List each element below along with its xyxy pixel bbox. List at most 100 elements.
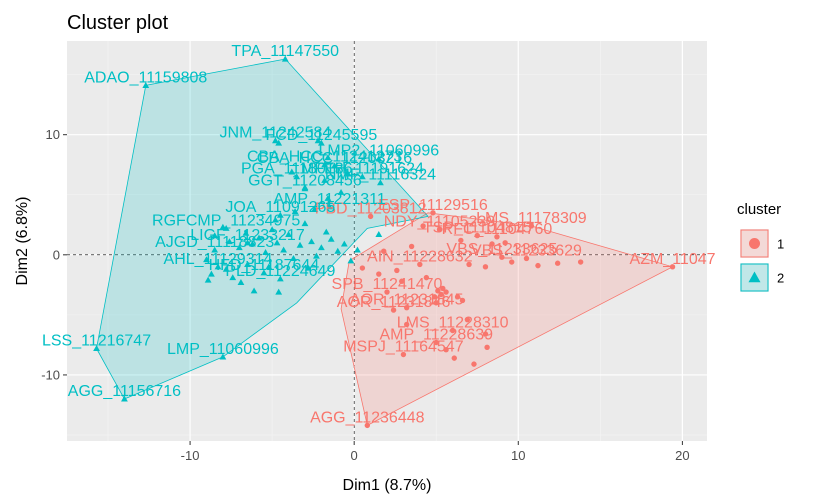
- cluster-2-point: [308, 238, 315, 245]
- x-axis-label: Dim1 (8.7%): [343, 477, 432, 494]
- cluster-1-point: [459, 297, 466, 304]
- cluster-1-point: [509, 259, 515, 265]
- cluster-1-point: [423, 274, 430, 281]
- cluster-1-point: [528, 223, 535, 229]
- cluster-1-point: [458, 237, 464, 244]
- cluster-2-point: [262, 249, 269, 255]
- cluster-2-point: [211, 246, 219, 253]
- cluster-2-point: [375, 155, 383, 162]
- cluster-2-point: [244, 261, 251, 267]
- y-tick-label: -10: [41, 367, 60, 382]
- point-label: LMP_11060996: [167, 341, 279, 358]
- cluster-2-point: [203, 256, 210, 263]
- cluster-hulls: [96, 58, 674, 426]
- point-label: SPB_11241470: [332, 276, 443, 293]
- cluster-1-point: [417, 261, 423, 268]
- cluster-1-point: [451, 355, 457, 361]
- cluster-1-point: [384, 289, 390, 295]
- cluster-1-point: [403, 321, 410, 328]
- point-label: PGA_11180136: [241, 161, 353, 178]
- cluster-2-point: [204, 276, 212, 283]
- cluster-2-point: [260, 269, 268, 276]
- cluster-1-point: [535, 262, 541, 269]
- cluster-2-point: [296, 241, 304, 248]
- cluster-2-point: [311, 205, 319, 212]
- point-label: VBS_11233629: [471, 242, 582, 259]
- cluster-2-point: [304, 264, 312, 271]
- zero-lines: [67, 41, 707, 441]
- point-label: FCD_11245595: [265, 127, 377, 144]
- cluster-2-point: [214, 263, 222, 270]
- grid-minor: [67, 41, 707, 441]
- point-label: LMS_11178309: [476, 210, 587, 227]
- cluster-2-point: [250, 287, 258, 294]
- cluster-2-point: [375, 230, 383, 237]
- cluster-2-point: [322, 228, 330, 235]
- x-tick-label: 20: [675, 448, 689, 463]
- cluster-2-point: [255, 234, 263, 241]
- cluster-1-point: [454, 294, 461, 300]
- cluster-2-point: [226, 238, 233, 245]
- legend-label-1: 1: [777, 237, 784, 252]
- cluster-2-point: [290, 255, 297, 261]
- cluster-2-point: [276, 211, 284, 218]
- cluster-2-point: [324, 154, 332, 161]
- data-points: [93, 55, 676, 429]
- point-label: AHL_11129314: [164, 251, 273, 268]
- cluster-2-point: [317, 244, 325, 251]
- cluster-2-point: [291, 208, 299, 215]
- cluster-2-point: [222, 265, 230, 272]
- point-label: AMP_11221311: [273, 191, 385, 208]
- point-label: GGT_11208456: [248, 173, 362, 190]
- cluster-2-point: [293, 173, 301, 180]
- cluster-2-point: [272, 137, 279, 144]
- cluster-2-point: [275, 139, 283, 146]
- cluster-2-point: [314, 137, 322, 144]
- cluster-1-point: [431, 294, 438, 300]
- point-label: PBD_11203812: [315, 200, 427, 217]
- cluster-2-point: [377, 179, 384, 186]
- cluster-2-point: [268, 226, 276, 233]
- cluster-1-point: [400, 351, 407, 358]
- cluster-2-point: [317, 139, 325, 146]
- y-tick-label: 0: [53, 247, 60, 262]
- cluster-2-point: [275, 288, 283, 295]
- chart-title: Cluster plot: [67, 12, 169, 34]
- point-label: CBA_HCC_11241273: [247, 149, 402, 166]
- legend-label-2: 2: [777, 271, 784, 286]
- cluster-1-point: [443, 289, 449, 295]
- cluster-2-point: [331, 162, 338, 169]
- cluster-2-point: [272, 216, 279, 223]
- cluster-2-point: [208, 270, 215, 277]
- cluster-1-point: [669, 264, 676, 270]
- point-label: LMS_11228310: [397, 314, 509, 331]
- cluster-2-point: [313, 252, 320, 259]
- point-label: CBA_HCC_11203216: [257, 150, 412, 167]
- cluster-2-point: [281, 55, 289, 62]
- axis-ticks: -10 0 10 20 -10 0 10: [41, 127, 689, 463]
- cluster-2-point: [285, 230, 292, 237]
- point-label: LSS_11216747: [42, 333, 151, 350]
- point-label: VBS_11233625: [446, 241, 557, 258]
- cluster-2-point: [340, 240, 348, 247]
- cluster-2-point: [222, 224, 230, 231]
- point-label: TSP_11104815: [423, 220, 532, 237]
- point-label: NMF_11116324: [325, 167, 436, 184]
- cluster-1-point: [376, 271, 382, 277]
- cluster-2-point: [334, 247, 342, 254]
- cluster-2-point: [237, 279, 245, 285]
- cluster-2-point: [301, 220, 309, 227]
- point-label: AJGD_11118823: [155, 234, 274, 251]
- cluster-1-point: [449, 327, 456, 334]
- cluster-2-point: [354, 246, 361, 253]
- cluster-2-point: [327, 235, 335, 242]
- cluster-2-point: [242, 229, 250, 236]
- cluster-1-point: [403, 304, 410, 311]
- cluster-1-point: [466, 261, 472, 268]
- point-label: NDY_11105239: [384, 214, 496, 231]
- cluster-2-point: [276, 275, 284, 282]
- cluster-1-point: [523, 255, 530, 262]
- cluster-2-point: [324, 194, 332, 201]
- cluster-1-point: [440, 285, 446, 292]
